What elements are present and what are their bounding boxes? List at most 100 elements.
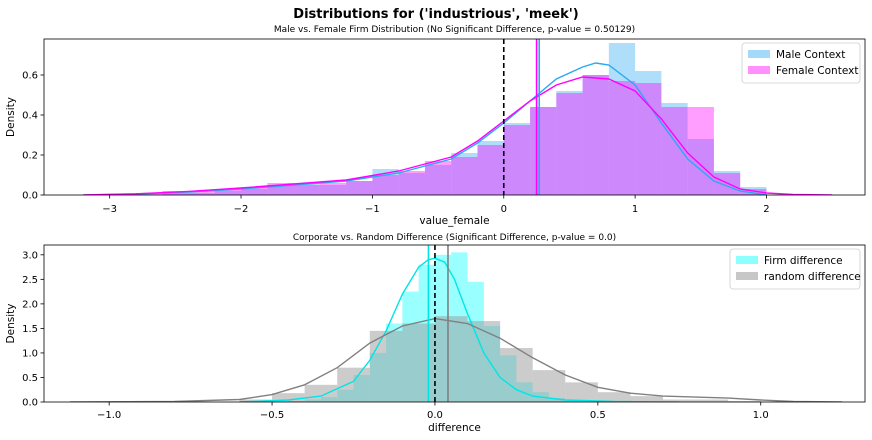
hist-bar	[695, 399, 729, 402]
y-axis-label: Density	[5, 97, 17, 137]
chart-title: Corporate vs. Random Difference (Signifi…	[293, 233, 616, 243]
legend: Male Context Female Context	[741, 42, 861, 84]
hist-bar	[661, 103, 688, 195]
hist-bar	[319, 183, 347, 195]
hist-bar	[451, 153, 478, 195]
legend-swatch-1	[736, 272, 758, 280]
legend-swatch-0	[748, 50, 770, 58]
hist-bar	[434, 316, 468, 402]
x-tick-label: 0.0	[427, 410, 443, 421]
chart-panel-bottom: Corporate vs. Random Difference (Signifi…	[5, 233, 866, 434]
hist-bar	[663, 399, 696, 402]
chart-title: Male vs. Female Firm Distribution (No Si…	[274, 25, 635, 35]
y-tick-label: 1.0	[22, 348, 38, 359]
hist-bar	[500, 348, 533, 402]
y-tick-label: 0.0	[22, 398, 38, 409]
hist-bar	[597, 392, 631, 402]
hist-bar	[467, 321, 501, 402]
legend-label-1: random difference	[764, 271, 861, 283]
kde-line-1	[83, 76, 833, 195]
legend: Firm difference random difference	[729, 248, 861, 290]
y-axis-label: Density	[5, 304, 17, 344]
hist-bar	[162, 193, 189, 195]
hist-bar	[530, 107, 557, 195]
hist-bar	[556, 93, 583, 195]
hist-bar	[424, 161, 452, 195]
hist-bar	[661, 107, 688, 195]
hist-bar	[503, 123, 531, 195]
figure-suptitle: Distributions for ('industrious', 'meek'…	[293, 7, 578, 22]
hist-bar	[346, 181, 373, 195]
x-tick-label: −3	[102, 204, 117, 215]
hist-bar	[556, 91, 583, 195]
legend-swatch-1	[748, 66, 770, 74]
hist-bar	[608, 81, 636, 195]
kde-line-0	[239, 257, 680, 402]
legend-label-0: Firm difference	[764, 255, 843, 267]
hist-bar	[582, 75, 609, 195]
hist-bar	[687, 139, 714, 195]
hist-bar	[565, 382, 598, 402]
hist-bar	[630, 396, 664, 402]
hist-bar	[304, 384, 338, 402]
y-tick-label: 0.4	[22, 111, 38, 122]
hist-bar	[398, 171, 425, 195]
hist-bar	[293, 183, 320, 195]
hist-bar	[188, 191, 215, 195]
hist-bar	[346, 181, 373, 195]
hist-bar	[687, 107, 714, 195]
hist-bar	[241, 189, 268, 195]
hist-bar	[477, 141, 504, 195]
legend-label-1: Female Context	[776, 65, 858, 77]
y-tick-label: 2.0	[22, 299, 38, 310]
x-tick-label: −0.5	[260, 410, 284, 421]
hist-bar	[337, 367, 370, 402]
hist-bar	[398, 173, 425, 195]
x-axis-label: difference	[428, 422, 481, 434]
y-tick-label: 2.5	[22, 275, 38, 286]
x-tick-label: 2	[763, 204, 769, 215]
y-tick-label: 0.0	[22, 191, 38, 202]
hist-bar	[319, 185, 347, 195]
hist-bar	[402, 323, 435, 402]
axes-frame	[43, 38, 866, 196]
hist-bar	[503, 125, 531, 195]
hist-bar	[424, 165, 452, 195]
hist-bar	[451, 157, 478, 195]
series-0	[162, 43, 767, 195]
x-tick-label: 1	[632, 204, 638, 215]
x-tick-label: 1.0	[753, 410, 769, 421]
hist-bar	[713, 173, 741, 195]
hist-bar	[241, 187, 268, 195]
hist-bar	[214, 191, 242, 195]
series-1	[239, 316, 761, 402]
plot-area	[70, 245, 843, 402]
hist-bar	[372, 175, 399, 195]
hist-bar	[740, 189, 767, 195]
axes-frame	[43, 244, 866, 403]
hist-bar	[188, 193, 215, 195]
hist-bar	[369, 330, 403, 402]
legend-box	[729, 248, 861, 290]
x-tick-label: −1	[365, 204, 380, 215]
legend-box	[741, 42, 861, 84]
x-tick-label: −2	[234, 204, 249, 215]
legend-label-0: Male Context	[776, 49, 845, 61]
legend-swatch-0	[736, 256, 758, 264]
hist-bar	[582, 75, 609, 195]
plot-area	[83, 39, 833, 195]
hist-bar	[530, 107, 557, 195]
hist-bar	[728, 401, 761, 402]
hist-bar	[267, 185, 294, 195]
series-1	[135, 75, 767, 195]
chart-panel-top: Male vs. Female Firm Distribution (No Si…	[5, 25, 866, 227]
kde-line-1	[70, 317, 843, 402]
x-tick-label: −1.0	[97, 410, 121, 421]
hist-bar	[214, 189, 242, 195]
x-tick-label: 0	[501, 204, 507, 215]
y-tick-label: 1.5	[22, 324, 38, 335]
hist-bar	[635, 83, 662, 195]
x-axis-label: value_female	[419, 215, 489, 227]
y-tick-label: 3.0	[22, 250, 38, 261]
